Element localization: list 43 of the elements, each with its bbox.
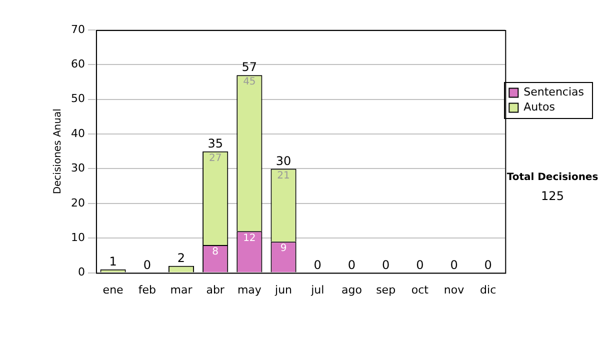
y-tick-label: 20	[70, 196, 85, 210]
total-label: 0	[143, 258, 151, 272]
y-tick-label: 60	[70, 58, 85, 71]
data-label: 8	[212, 246, 219, 258]
x-tick-label: feb	[138, 283, 156, 296]
x-tick-label: jun	[274, 283, 292, 296]
x-tick-label: dic	[480, 283, 496, 296]
x-tick-label: ene	[102, 283, 124, 296]
data-label: 21	[277, 170, 290, 182]
total-label: 1	[109, 254, 117, 268]
x-tick-label: may	[237, 283, 262, 296]
x-tick-label: jul	[310, 283, 324, 296]
x-tick-label: mar	[170, 283, 193, 296]
y-tick-label: 0	[78, 266, 85, 279]
total-label: 0	[484, 258, 492, 272]
x-tick-label: oct	[411, 283, 430, 296]
total-label: 35	[208, 136, 223, 151]
total-label: 0	[416, 258, 424, 272]
legend-label: Autos	[524, 100, 556, 114]
total-label: 0	[314, 258, 322, 272]
text: 125	[540, 189, 565, 203]
y-tick-label: 40	[70, 126, 85, 140]
data-label: 27	[208, 152, 222, 164]
y-tick-label: 70	[70, 22, 85, 36]
total-label: 0	[450, 258, 458, 272]
total-label: 30	[276, 154, 292, 168]
x-tick-label: nov	[444, 283, 465, 296]
x-tick-label: ago	[341, 283, 362, 296]
data-label: 45	[243, 76, 256, 88]
total-label: 0	[382, 258, 390, 272]
data-label: 12	[243, 232, 256, 244]
x-tick-label: sep	[376, 283, 396, 296]
total-label: 57	[242, 60, 258, 74]
text: Total Decisiones	[506, 172, 600, 183]
y-tick-label: 50	[70, 92, 85, 106]
total-label: 2	[177, 250, 186, 265]
y-tick-label: 10	[70, 230, 85, 244]
y-axis-title: Decisiones Anual	[52, 108, 64, 194]
total-label: 0	[348, 258, 356, 272]
x-tick-label: abr	[206, 283, 225, 296]
y-tick-label: 30	[70, 162, 85, 175]
legend-label: Sentencias	[524, 86, 584, 99]
data-label: 9	[280, 243, 287, 254]
